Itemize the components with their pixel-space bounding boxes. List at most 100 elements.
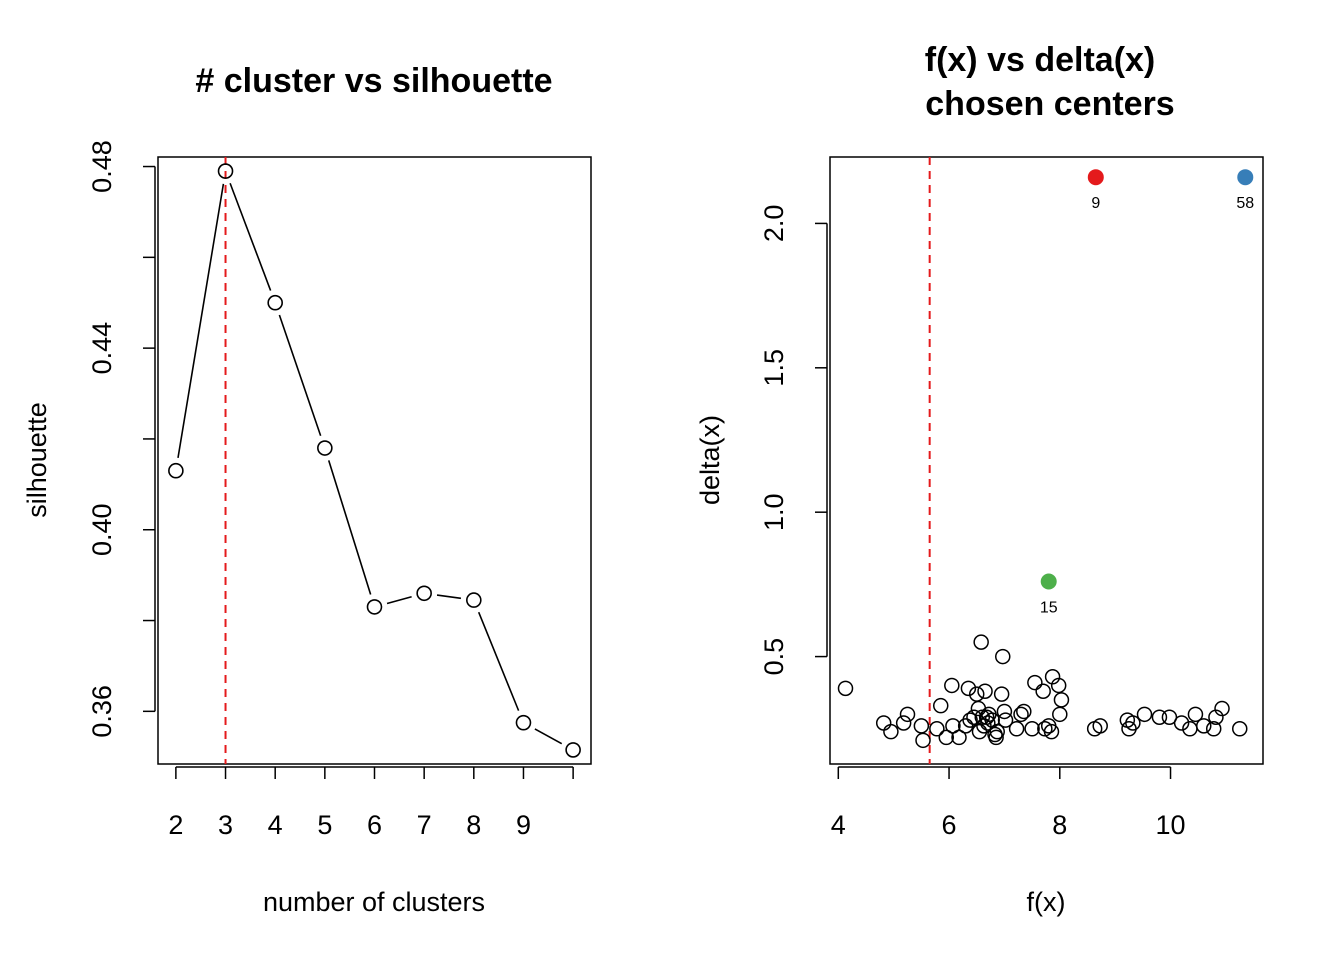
data-point [1125,715,1141,731]
data-point [989,723,1005,740]
data-point [899,706,916,723]
data-point [267,294,283,311]
data-point [966,709,982,725]
plot-marks: 9 58 15 [837,157,1254,764]
x-tick-label: 6 [367,810,382,840]
data-point [1008,721,1025,737]
series-line-segment [229,182,272,291]
x-tick-label: 5 [317,810,332,840]
x-tick-label: 4 [831,810,846,840]
data-point [1050,677,1067,694]
center-point [1237,169,1254,186]
data-point [1086,721,1103,737]
series-line-segment [278,314,322,436]
data-point [995,648,1011,665]
data-point [317,440,333,456]
data-point [929,721,945,737]
decision-graph-chart: f(x) vs delta(x) chosen centers f(x) del… [695,41,1264,917]
series-line-segment [477,611,520,711]
data-point [977,683,993,699]
data-point [913,718,930,734]
data-point [960,680,977,697]
data-point [1043,723,1060,740]
center-label: 58 [1236,195,1254,212]
x-tick-label: 9 [516,810,531,840]
data-point [996,703,1013,720]
data-point [1187,706,1204,723]
y-axis-label: delta(x) [695,415,725,505]
data-point [1151,709,1168,725]
data-point [895,715,912,731]
data-point [1136,706,1153,723]
data-point [951,729,967,746]
center-point [1087,169,1104,186]
data-point [837,680,854,697]
x-tick-label: 3 [218,810,233,840]
data-point [366,599,383,615]
data-point [515,714,532,731]
data-point [1013,706,1029,723]
data-point [974,709,991,725]
series-line-segment [436,594,462,600]
data-point [1231,721,1248,737]
y-tick-label: 0.48 [87,140,117,193]
data-point [1173,715,1190,731]
y-tick-label: 0.40 [87,503,117,556]
data-point [1205,721,1222,737]
data-point [980,715,996,731]
y-tick-label: 0.5 [759,638,789,676]
x-axis-label: f(x) [1027,887,1066,917]
data-point [1024,721,1040,737]
chart-title-line-1: f(x) vs delta(x) [925,41,1156,79]
data-point [1016,703,1032,720]
y-tick-label: 1.5 [759,349,789,387]
center-point [1040,573,1057,590]
y-tick-label: 0.44 [87,322,117,375]
data-point [962,712,978,728]
data-point [1214,700,1230,717]
x-axis-label: number of clusters [263,887,485,917]
data-point [993,686,1010,702]
data-point [997,712,1014,728]
x-tick-label: 7 [417,810,432,840]
center-label: 15 [1040,599,1058,616]
data-point [1053,692,1070,708]
data-point [1027,674,1043,691]
x-tick-label: 2 [168,810,183,840]
silhouette-chart: # cluster vs silhouette number of cluste… [22,62,592,917]
data-point [1092,718,1108,734]
data-point [932,697,949,714]
data-point [1161,709,1178,725]
data-point [168,462,184,479]
chart-title: # cluster vs silhouette [195,62,552,100]
data-point [1035,683,1051,699]
x-tick-label: 4 [268,810,283,840]
data-point [883,723,899,740]
data-point [217,163,234,179]
data-point [875,715,892,731]
data-point [565,742,581,758]
plot-marks [168,157,581,764]
data-point [944,677,960,694]
data-point [416,585,432,602]
data-point [466,592,482,608]
axes: 4 6 8 10 0.5 1.0 1.5 2.0 [759,205,1186,840]
y-axis-label: silhouette [22,402,52,518]
data-point [1052,706,1068,723]
y-tick-label: 2.0 [759,205,789,243]
axes: 2 3 4 5 6 7 8 9 0.36 0.40 0.44 0.48 [87,140,574,840]
series-line-segment [327,460,372,595]
chart-title-line-2: chosen centers [925,85,1174,123]
series-line-segment [177,183,225,459]
series-line-segment [386,595,412,605]
y-tick-label: 0.36 [87,685,117,738]
data-point [988,729,1004,746]
data-point [1196,718,1212,734]
plot-frame [157,156,592,765]
y-tick-label: 1.0 [759,493,789,531]
plot-frame [829,156,1264,765]
data-point [938,729,955,746]
data-point [973,634,989,650]
data-point [970,700,987,717]
